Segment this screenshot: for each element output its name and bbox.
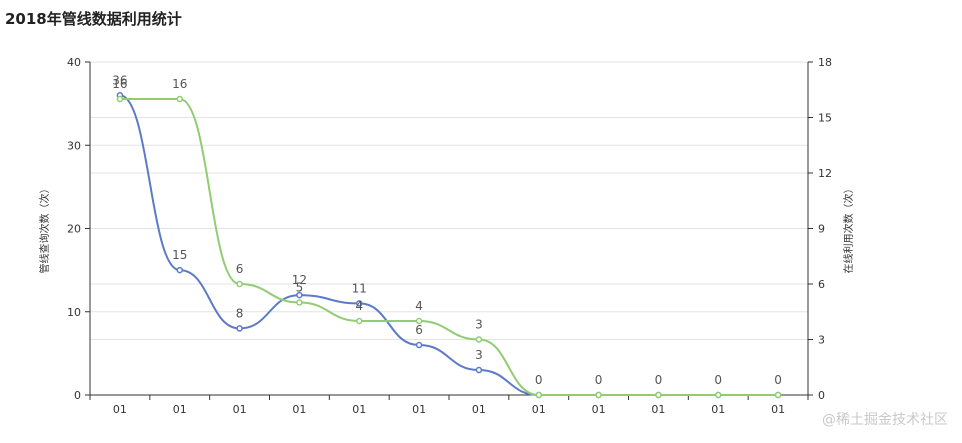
data-point-right [116, 95, 124, 103]
x-tick-label: 01 [771, 403, 785, 416]
data-label-right: 0 [714, 373, 722, 387]
data-label-right: 0 [595, 373, 603, 387]
watermark: @稀土掘金技术社区 [822, 412, 948, 428]
data-point-right [774, 391, 782, 399]
x-tick-label: 01 [532, 403, 546, 416]
x-tick-label: 01 [352, 403, 366, 416]
data-point-left [296, 291, 303, 299]
data-label-right: 16 [112, 77, 127, 91]
data-point-left [176, 266, 183, 274]
data-label-right: 5 [296, 281, 304, 295]
x-tick-label: 01 [472, 403, 486, 416]
data-point-right [415, 317, 423, 325]
x-tick-label: 01 [292, 403, 306, 416]
data-label-left: 11 [352, 281, 367, 295]
right-axis-title: 在线利用次数（次） [842, 184, 855, 274]
data-label-right: 3 [475, 318, 483, 332]
left-tick-label: 30 [67, 139, 81, 152]
data-label-right: 4 [355, 299, 363, 313]
series-line-right [119, 98, 779, 396]
data-label-right: 0 [774, 373, 782, 387]
data-point-right [475, 336, 483, 343]
data-point-right [296, 299, 303, 306]
right-tick-label: 9 [818, 223, 825, 236]
data-point-right [655, 391, 662, 399]
data-label-right: 6 [236, 262, 244, 276]
x-tick-label: 01 [233, 403, 247, 416]
data-label-left: 3 [475, 348, 483, 362]
x-tick-label: 01 [113, 403, 127, 416]
data-label-right: 0 [655, 373, 663, 387]
data-label-right: 4 [415, 299, 423, 313]
right-tick-label: 15 [818, 112, 832, 125]
data-point-left [475, 366, 483, 374]
data-label-left: 8 [236, 306, 244, 320]
data-label-left: 6 [415, 323, 423, 337]
chart-title: 2018年管线数据利用统计 [5, 10, 182, 28]
left-tick-label: 20 [67, 223, 81, 236]
left-tick-label: 10 [67, 306, 81, 319]
left-tick-label: 40 [67, 56, 81, 69]
data-point-left [415, 341, 423, 349]
data-point-right [715, 391, 722, 399]
x-tick-label: 01 [592, 403, 606, 416]
data-label-left: 36 [112, 73, 127, 87]
x-tick-label: 01 [412, 403, 426, 416]
data-label-right: 16 [172, 77, 187, 91]
data-point-right [236, 280, 243, 288]
right-tick-label: 3 [818, 334, 825, 347]
data-point-left [356, 300, 363, 307]
left-axis-title: 管线查询次数（次） [38, 184, 51, 274]
data-label-right: 0 [535, 373, 543, 387]
data-point-right [535, 391, 542, 399]
x-tick-label: 01 [651, 403, 665, 416]
data-label-left: 12 [292, 273, 307, 287]
data-point-left [236, 325, 243, 332]
x-tick-label: 01 [711, 403, 725, 416]
data-point-right [176, 95, 183, 103]
data-point-right [356, 317, 363, 325]
left-tick-label: 0 [74, 389, 81, 402]
right-tick-label: 6 [818, 278, 825, 291]
data-point-right [595, 391, 602, 399]
data-label-left: 15 [172, 248, 187, 262]
right-tick-label: 0 [818, 389, 825, 402]
right-tick-label: 12 [818, 167, 832, 180]
right-tick-label: 18 [818, 56, 832, 69]
x-tick-label: 01 [173, 403, 187, 416]
